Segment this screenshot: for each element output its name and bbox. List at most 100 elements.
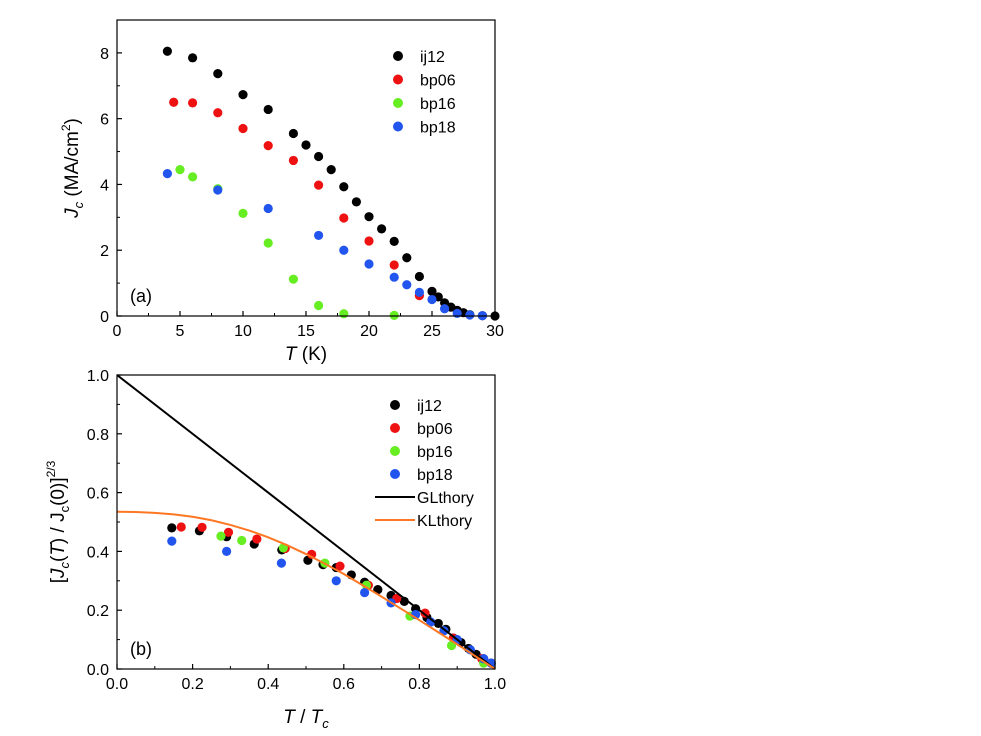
data-point-bp18	[402, 280, 412, 290]
data-point-bp06	[288, 155, 298, 166]
panel-a-xtick-label: 20	[360, 323, 378, 340]
data-point-bp18	[213, 185, 223, 195]
data-point-bp18	[263, 203, 273, 214]
panel-b-xtick-label: 0.6	[333, 676, 355, 693]
data-point-bp16	[314, 300, 324, 311]
panel-b-xtick-label: 0.2	[181, 676, 203, 693]
data-point-bp18	[389, 272, 399, 282]
data-point-bp06	[238, 123, 248, 134]
panel-a-ytick-label: 2	[100, 243, 109, 260]
panel-a-ytick-label: 6	[100, 112, 109, 129]
panel-b-ytick-label: 0.2	[87, 603, 109, 620]
panel-b-ytick-label: 0.4	[87, 544, 109, 561]
panel-a-xlabel: T (K)	[285, 344, 327, 365]
data-point-bp16	[339, 309, 349, 319]
data-point-bp16	[237, 535, 247, 546]
data-point-bp06	[389, 260, 399, 270]
data-point-bp16	[288, 274, 298, 284]
data-point-bp16	[238, 208, 248, 218]
data-point-bp18	[359, 587, 370, 598]
data-point-bp16	[361, 580, 372, 590]
panel-a-ytick-label: 0	[100, 309, 109, 326]
legend-label-bp18: bp18	[420, 120, 456, 137]
panel-a-xtick-label: 30	[486, 323, 504, 340]
series-line-glthory	[116, 374, 496, 670]
data-point-ij12	[167, 523, 177, 533]
panel-b-xtick-label: 1.0	[484, 676, 506, 693]
legend-marker-bp06	[393, 74, 403, 85]
data-point-bp18	[414, 287, 424, 297]
data-point-bp18	[167, 536, 177, 546]
data-point-bp16	[175, 165, 185, 175]
panel-a-ylabel: Jc (MA/cm2)	[59, 118, 86, 219]
data-point-ij12	[301, 140, 311, 150]
data-point-bp18	[331, 576, 341, 586]
legend-label-bp06: bp06	[417, 421, 453, 438]
data-point-bp16	[263, 238, 273, 248]
data-point-bp16	[389, 310, 399, 320]
data-point-bp06	[339, 213, 349, 223]
data-point-bp18	[465, 310, 475, 320]
legend-label-bp18: bp18	[417, 467, 453, 484]
panel-a-ticks: 0 5 10 15 20 25 30 0 2 4 6 8	[100, 46, 504, 340]
data-point-ij12	[364, 212, 374, 222]
data-point-ij12	[288, 128, 298, 139]
data-point-ij12	[213, 69, 223, 79]
panel-b-ytick-label: 0.8	[87, 427, 109, 444]
panel-b-xtick-label: 0.8	[408, 676, 430, 693]
panel-b-ticks: 0.0 0.2 0.4 0.6 0.8 1.0 0.0 0.2 0.4 0.6 0.8 1.0	[87, 368, 506, 693]
data-point-ij12	[326, 165, 336, 175]
panel-b-xlabel: T / Tc	[283, 707, 329, 731]
data-point-bp18	[440, 304, 450, 314]
data-point-bp06	[188, 98, 198, 108]
legend-marker-ij12	[390, 400, 400, 410]
data-point-bp18	[276, 558, 287, 568]
panel-b-ytick-label: 0.0	[87, 662, 109, 679]
data-point-bp06	[314, 180, 324, 190]
panel-a-xtick-label: 25	[423, 323, 441, 340]
data-point-ij12	[351, 197, 361, 207]
legend-label-klthory: KLthory	[417, 513, 472, 530]
panel-b-ytick-label: 0.6	[87, 486, 109, 503]
data-point-bp06	[335, 561, 345, 571]
data-point-ij12	[414, 271, 424, 282]
panel-b-legend: ij12 bp06 bp16 bp18 GLthory KLthory	[375, 398, 474, 530]
data-point-bp06	[364, 236, 374, 246]
legend-label-bp06: bp06	[420, 73, 456, 90]
legend-marker-bp16	[393, 98, 403, 108]
data-point-ij12	[389, 236, 399, 246]
data-point-ij12	[162, 46, 172, 56]
data-point-ij12	[188, 53, 198, 63]
panel-a-xtick-label: 15	[297, 323, 315, 340]
data-point-ij12	[402, 253, 412, 263]
data-point-bp18	[364, 259, 374, 269]
data-point-ij12	[377, 224, 387, 234]
panel-b-label: (b)	[130, 639, 152, 659]
data-point-ij12	[263, 104, 273, 115]
legend-label-ij12: ij12	[417, 398, 442, 415]
panel-b-ylabel: [Jc(T) / Jc(0)]2/3	[44, 460, 72, 583]
legend-marker-bp18	[393, 121, 403, 132]
data-point-bp06	[213, 108, 223, 118]
legend-marker-bp18	[390, 469, 400, 479]
panel-a-ytick-label: 4	[100, 177, 109, 194]
data-point-bp18	[339, 245, 349, 255]
data-point-bp06	[252, 534, 262, 544]
data-point-ij12	[238, 90, 248, 100]
data-point-bp06	[169, 97, 179, 107]
series-line-klthory	[116, 510, 496, 670]
data-point-ij12	[339, 182, 349, 192]
panel-b-ytick-label: 1.0	[87, 368, 109, 385]
data-point-bp06	[197, 522, 207, 532]
panel-b-marks	[116, 374, 496, 670]
panel-b: 0.0 0.2 0.4 0.6 0.8 1.0 0.0 0.2 0.4 0.6 0.8 1.0 (b)…	[44, 368, 506, 731]
legend-marker-ij12	[393, 51, 403, 61]
panel-a-label: (a)	[130, 286, 152, 306]
legend-label-bp16: bp16	[417, 444, 453, 461]
data-point-bp06	[263, 141, 273, 151]
data-point-bp06	[223, 527, 234, 537]
legend-label-bp16: bp16	[420, 96, 456, 113]
data-point-bp18	[427, 294, 437, 305]
